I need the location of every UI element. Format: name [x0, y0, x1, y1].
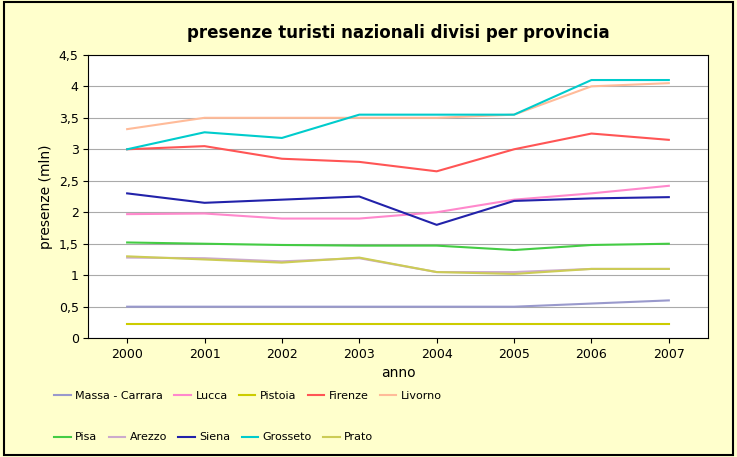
Legend: Pisa, Arezzo, Siena, Grosseto, Prato: Pisa, Arezzo, Siena, Grosseto, Prato — [50, 428, 378, 447]
Legend: Massa - Carrara, Lucca, Pistoia, Firenze, Livorno: Massa - Carrara, Lucca, Pistoia, Firenze… — [50, 387, 446, 406]
X-axis label: anno: anno — [381, 367, 415, 381]
Y-axis label: presenze (mln): presenze (mln) — [39, 144, 53, 249]
Title: presenze turisti nazionali divisi per provincia: presenze turisti nazionali divisi per pr… — [186, 24, 609, 42]
